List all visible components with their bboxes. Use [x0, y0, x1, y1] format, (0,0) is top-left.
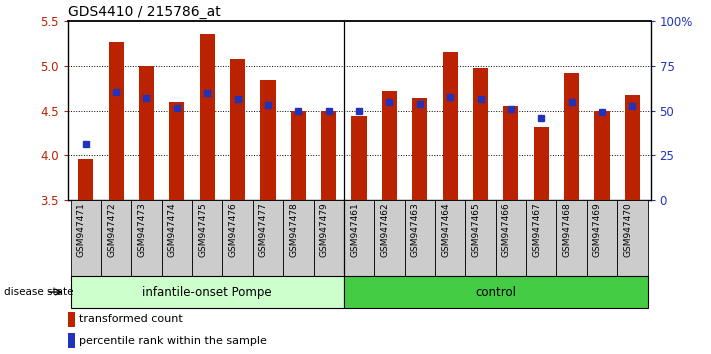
- Text: GSM947476: GSM947476: [229, 202, 237, 257]
- Bar: [68, 312, 75, 327]
- Bar: [534, 127, 549, 200]
- Bar: [70, 200, 101, 276]
- Bar: [314, 200, 344, 276]
- Text: GSM947478: GSM947478: [289, 202, 299, 257]
- Text: GSM947462: GSM947462: [380, 202, 390, 257]
- Text: GSM947472: GSM947472: [107, 202, 116, 257]
- Text: disease state: disease state: [4, 287, 73, 297]
- Bar: [587, 200, 617, 276]
- Text: GDS4410 / 215786_at: GDS4410 / 215786_at: [68, 5, 220, 19]
- Text: GSM947475: GSM947475: [198, 202, 207, 257]
- Bar: [594, 110, 609, 200]
- Bar: [435, 200, 465, 276]
- Bar: [625, 95, 640, 200]
- Text: GSM947461: GSM947461: [350, 202, 359, 257]
- Bar: [200, 34, 215, 200]
- Text: control: control: [475, 286, 516, 298]
- Bar: [617, 200, 648, 276]
- Text: GSM947466: GSM947466: [502, 202, 511, 257]
- Bar: [139, 66, 154, 200]
- Bar: [557, 200, 587, 276]
- Bar: [78, 159, 93, 200]
- Bar: [442, 52, 458, 200]
- Bar: [526, 200, 557, 276]
- Text: GSM947468: GSM947468: [562, 202, 572, 257]
- Text: GSM947470: GSM947470: [624, 202, 632, 257]
- Bar: [161, 200, 192, 276]
- Text: GSM947474: GSM947474: [168, 202, 177, 257]
- Bar: [473, 68, 488, 200]
- Text: percentile rank within the sample: percentile rank within the sample: [79, 336, 267, 346]
- Bar: [374, 200, 405, 276]
- Bar: [344, 200, 374, 276]
- Bar: [223, 200, 253, 276]
- Bar: [321, 110, 336, 200]
- Bar: [351, 116, 367, 200]
- Bar: [169, 102, 184, 200]
- Text: GSM947471: GSM947471: [77, 202, 86, 257]
- Text: GSM947469: GSM947469: [593, 202, 602, 257]
- Text: GSM947479: GSM947479: [320, 202, 328, 257]
- Bar: [496, 200, 526, 276]
- Bar: [291, 110, 306, 200]
- Bar: [412, 98, 427, 200]
- Bar: [283, 200, 314, 276]
- Bar: [260, 80, 276, 200]
- Bar: [132, 200, 161, 276]
- Bar: [109, 42, 124, 200]
- Text: transformed count: transformed count: [79, 314, 183, 325]
- Bar: [344, 276, 648, 308]
- Bar: [70, 276, 344, 308]
- Bar: [230, 59, 245, 200]
- Bar: [68, 333, 75, 348]
- Text: GSM947477: GSM947477: [259, 202, 268, 257]
- Bar: [253, 200, 283, 276]
- Text: GSM947465: GSM947465: [471, 202, 481, 257]
- Text: GSM947473: GSM947473: [137, 202, 146, 257]
- Bar: [192, 200, 223, 276]
- Bar: [564, 73, 579, 200]
- Bar: [503, 106, 518, 200]
- Bar: [465, 200, 496, 276]
- Text: GSM947467: GSM947467: [533, 202, 541, 257]
- Bar: [101, 200, 132, 276]
- Bar: [382, 91, 397, 200]
- Text: GSM947463: GSM947463: [411, 202, 419, 257]
- Bar: [405, 200, 435, 276]
- Text: GSM947464: GSM947464: [441, 202, 450, 257]
- Text: infantile-onset Pompe: infantile-onset Pompe: [142, 286, 272, 298]
